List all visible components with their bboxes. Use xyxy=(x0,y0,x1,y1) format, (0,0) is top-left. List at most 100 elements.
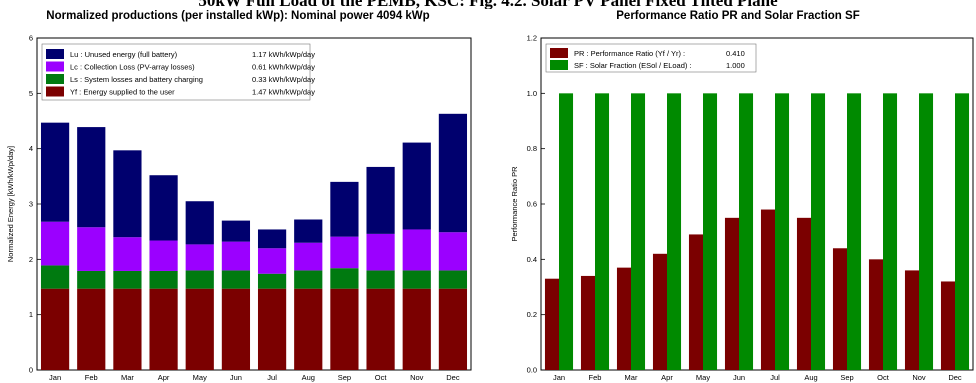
bar-Lc-nov xyxy=(402,229,431,271)
bar-pr-jan xyxy=(544,278,559,370)
x-tick-label: Sep xyxy=(338,373,351,382)
bar-Lc-jan xyxy=(40,221,70,266)
bar-Ls-dec xyxy=(438,270,468,289)
bar-Lu-jun xyxy=(221,220,251,242)
x-tick-label: Aug xyxy=(804,373,817,382)
x-tick-label: Nov xyxy=(912,373,926,382)
x-tick-label: Mar xyxy=(625,373,638,382)
left-chart-title: Normalized productions (per installed kW… xyxy=(46,10,430,22)
bar-Lu-jan xyxy=(40,122,70,222)
y-axis-label: Normalized Energy [kWh/kWp/day] xyxy=(6,146,15,262)
bar-pr-sep xyxy=(832,248,847,370)
y-tick-label: 5 xyxy=(29,89,33,98)
bar-Lc-apr xyxy=(149,240,178,271)
bar-Lu-sep xyxy=(330,181,359,237)
bar-pr-aug xyxy=(796,217,811,370)
x-tick-label: Feb xyxy=(85,373,98,382)
legend-value-Yf: 1.47 kWh/kWp/day xyxy=(252,88,315,97)
bar-Lu-jul xyxy=(257,229,287,249)
bar-Lc-sep xyxy=(330,236,359,269)
bar-Ls-apr xyxy=(149,270,178,289)
bar-Ls-feb xyxy=(77,270,106,289)
bar-pr-mar xyxy=(616,267,631,370)
bar-sf-jul xyxy=(775,93,790,370)
bar-Lu-feb xyxy=(77,127,106,228)
bar-sf-jun xyxy=(739,93,754,370)
legend-label-sf: SF : Solar Fraction (ESol / ELoad) : xyxy=(574,61,692,70)
x-tick-label: Nov xyxy=(410,373,424,382)
y-axis-label: Performance Ratio PR xyxy=(510,166,519,242)
x-tick-label: May xyxy=(696,373,710,382)
bar-sf-jan xyxy=(559,93,574,370)
bar-Yf-jun xyxy=(221,288,251,370)
bar-Lc-aug xyxy=(294,242,323,271)
y-tick-label: 3 xyxy=(29,200,33,209)
bar-Lu-mar xyxy=(113,150,142,238)
x-tick-label: Jan xyxy=(49,373,61,382)
bar-pr-apr xyxy=(652,253,667,370)
y-tick-label: 1 xyxy=(29,310,33,319)
bar-Yf-may xyxy=(185,288,214,370)
legend-value-sf: 1.000 xyxy=(726,61,745,70)
y-tick-label: 0 xyxy=(29,366,33,375)
bar-sf-apr xyxy=(667,93,682,370)
bar-Lc-dec xyxy=(438,232,468,271)
bar-sf-aug xyxy=(811,93,826,370)
bar-pr-dec xyxy=(940,281,955,370)
bar-Lu-oct xyxy=(366,166,395,234)
bar-sf-sep xyxy=(847,93,862,370)
bar-Yf-feb xyxy=(77,288,106,370)
bar-Yf-aug xyxy=(294,288,323,370)
legend-label-pr: PR : Performance Ratio (Yf / Yr) : xyxy=(574,49,685,58)
x-tick-label: Jul xyxy=(267,373,277,382)
bar-Yf-sep xyxy=(330,288,359,370)
y-tick-label: 2 xyxy=(29,255,33,264)
bar-pr-oct xyxy=(868,259,883,370)
bar-Lu-nov xyxy=(402,142,431,230)
y-tick-label: 1.2 xyxy=(527,34,537,43)
y-tick-label: 6 xyxy=(29,34,33,43)
chart-normalized-production: 0 1 2 3 4 5 6 Jan Feb Mar Apr May Jun Jul Aug Sep Oct Nov… xyxy=(6,34,472,382)
legend-label-Ls: Ls : System losses and battery charging xyxy=(70,75,203,84)
bar-Lc-may xyxy=(185,244,214,271)
bar-Yf-jan xyxy=(40,288,70,370)
bar-sf-nov xyxy=(919,93,934,370)
bar-sf-may xyxy=(703,93,718,370)
x-tick-label: Jul xyxy=(770,373,780,382)
x-tick-label: Oct xyxy=(375,373,388,382)
y-tick-label: 4 xyxy=(29,144,33,153)
legend-box xyxy=(545,43,757,73)
bar-Lu-dec xyxy=(438,113,468,233)
bar-sf-feb xyxy=(595,93,610,370)
bar-Ls-mar xyxy=(113,270,142,289)
bar-Lc-jul xyxy=(257,248,287,274)
bar-pr-jul xyxy=(760,209,775,370)
x-tick-label: Oct xyxy=(877,373,890,382)
x-tick-label: Mar xyxy=(121,373,134,382)
x-tick-label: Sep xyxy=(840,373,853,382)
y-tick-label: 0.8 xyxy=(527,144,537,153)
x-tick-label: Feb xyxy=(589,373,602,382)
legend-swatch-Ls xyxy=(46,74,64,84)
bar-Ls-aug xyxy=(294,270,323,289)
bar-Ls-jul xyxy=(257,273,287,289)
bar-Yf-mar xyxy=(113,288,142,370)
x-tick-label: Jan xyxy=(553,373,565,382)
bar-sf-dec xyxy=(955,93,970,370)
x-tick-label: Apr xyxy=(158,373,170,382)
bar-Lu-may xyxy=(185,201,214,245)
bar-Ls-oct xyxy=(366,270,395,289)
legend-value-Lu: 1.17 kWh/kWp/day xyxy=(252,50,315,59)
bar-Lu-aug xyxy=(294,219,323,243)
x-tick-label: Dec xyxy=(446,373,460,382)
x-tick-label: Jun xyxy=(733,373,745,382)
right-chart-title: Performance Ratio PR and Solar Fraction … xyxy=(616,10,860,22)
x-tick-label: Jun xyxy=(230,373,242,382)
bar-Ls-jan xyxy=(40,265,70,289)
y-tick-label: 0.4 xyxy=(527,255,537,264)
legend-label-Lc: Lc : Collection Loss (PV-array losses) xyxy=(70,63,195,72)
x-tick-label: May xyxy=(193,373,207,382)
legend-value-pr: 0.410 xyxy=(726,49,745,58)
bar-Yf-oct xyxy=(366,288,395,370)
x-tick-label: Apr xyxy=(661,373,673,382)
